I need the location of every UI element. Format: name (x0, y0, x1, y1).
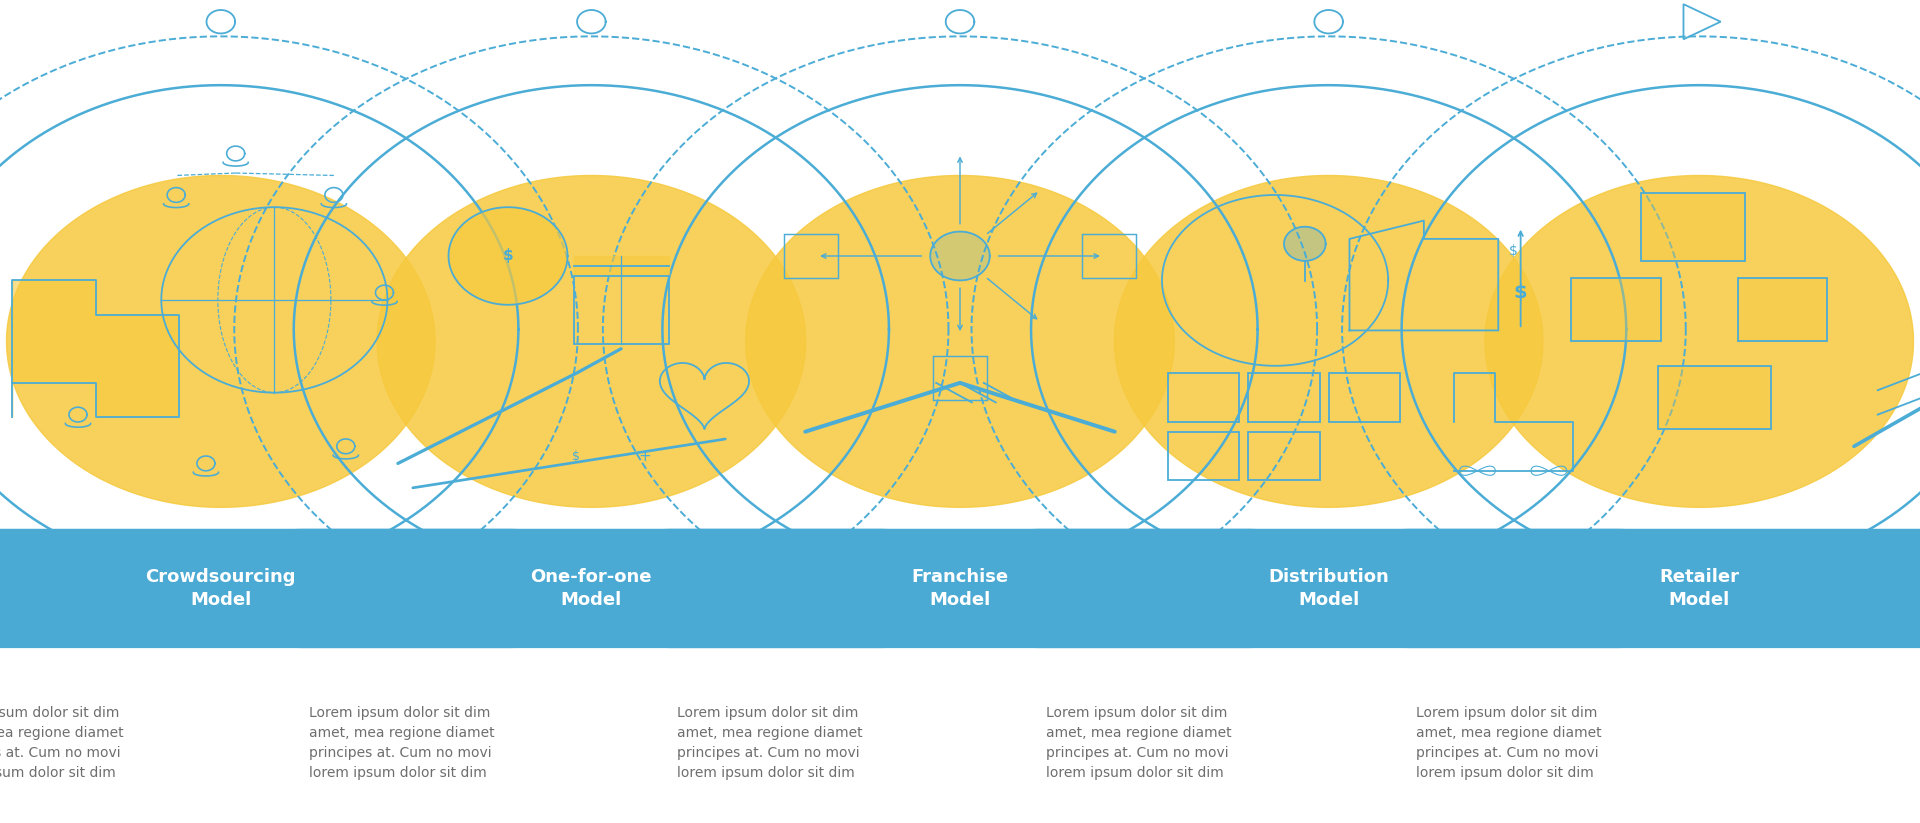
Text: Retailer
Model: Retailer Model (1659, 569, 1740, 608)
Text: Franchise
Model: Franchise Model (912, 569, 1008, 608)
Text: One-for-one
Model: One-for-one Model (530, 569, 653, 608)
Text: $: $ (1513, 283, 1528, 302)
Polygon shape (1114, 175, 1544, 507)
Polygon shape (1642, 193, 1745, 261)
FancyBboxPatch shape (1380, 529, 1920, 649)
Text: $: $ (1509, 244, 1517, 258)
Text: Lorem ipsum dolor sit dim
amet, mea regione diamet
principes at. Cum no movi
lor: Lorem ipsum dolor sit dim amet, mea regi… (1046, 706, 1231, 780)
Polygon shape (574, 256, 668, 276)
Polygon shape (1484, 175, 1914, 507)
Text: Lorem ipsum dolor sit dim
amet, mea regione diamet
principes at. Cum no movi
lor: Lorem ipsum dolor sit dim amet, mea regi… (0, 706, 123, 780)
FancyBboxPatch shape (641, 529, 1279, 649)
Polygon shape (1657, 365, 1770, 430)
Polygon shape (13, 281, 179, 417)
Text: Lorem ipsum dolor sit dim
amet, mea regione diamet
principes at. Cum no movi
lor: Lorem ipsum dolor sit dim amet, mea regi… (678, 706, 862, 780)
FancyBboxPatch shape (1010, 529, 1647, 649)
Polygon shape (6, 175, 436, 507)
Text: $: $ (503, 249, 513, 263)
Polygon shape (931, 231, 991, 281)
FancyBboxPatch shape (273, 529, 910, 649)
Polygon shape (1571, 278, 1661, 342)
Polygon shape (376, 175, 806, 507)
Text: $: $ (572, 449, 580, 463)
Text: Distribution
Model: Distribution Model (1269, 569, 1388, 608)
Text: Lorem ipsum dolor sit dim
amet, mea regione diamet
principes at. Cum no movi
lor: Lorem ipsum dolor sit dim amet, mea regi… (309, 706, 493, 780)
Polygon shape (449, 207, 568, 305)
Polygon shape (745, 175, 1175, 507)
Text: +: + (639, 449, 651, 463)
Text: Crowdsourcing
Model: Crowdsourcing Model (146, 569, 296, 608)
Polygon shape (1738, 278, 1828, 342)
Polygon shape (1284, 226, 1325, 261)
FancyBboxPatch shape (0, 529, 540, 649)
Text: Lorem ipsum dolor sit dim
amet, mea regione diamet
principes at. Cum no movi
lor: Lorem ipsum dolor sit dim amet, mea regi… (1417, 706, 1601, 780)
